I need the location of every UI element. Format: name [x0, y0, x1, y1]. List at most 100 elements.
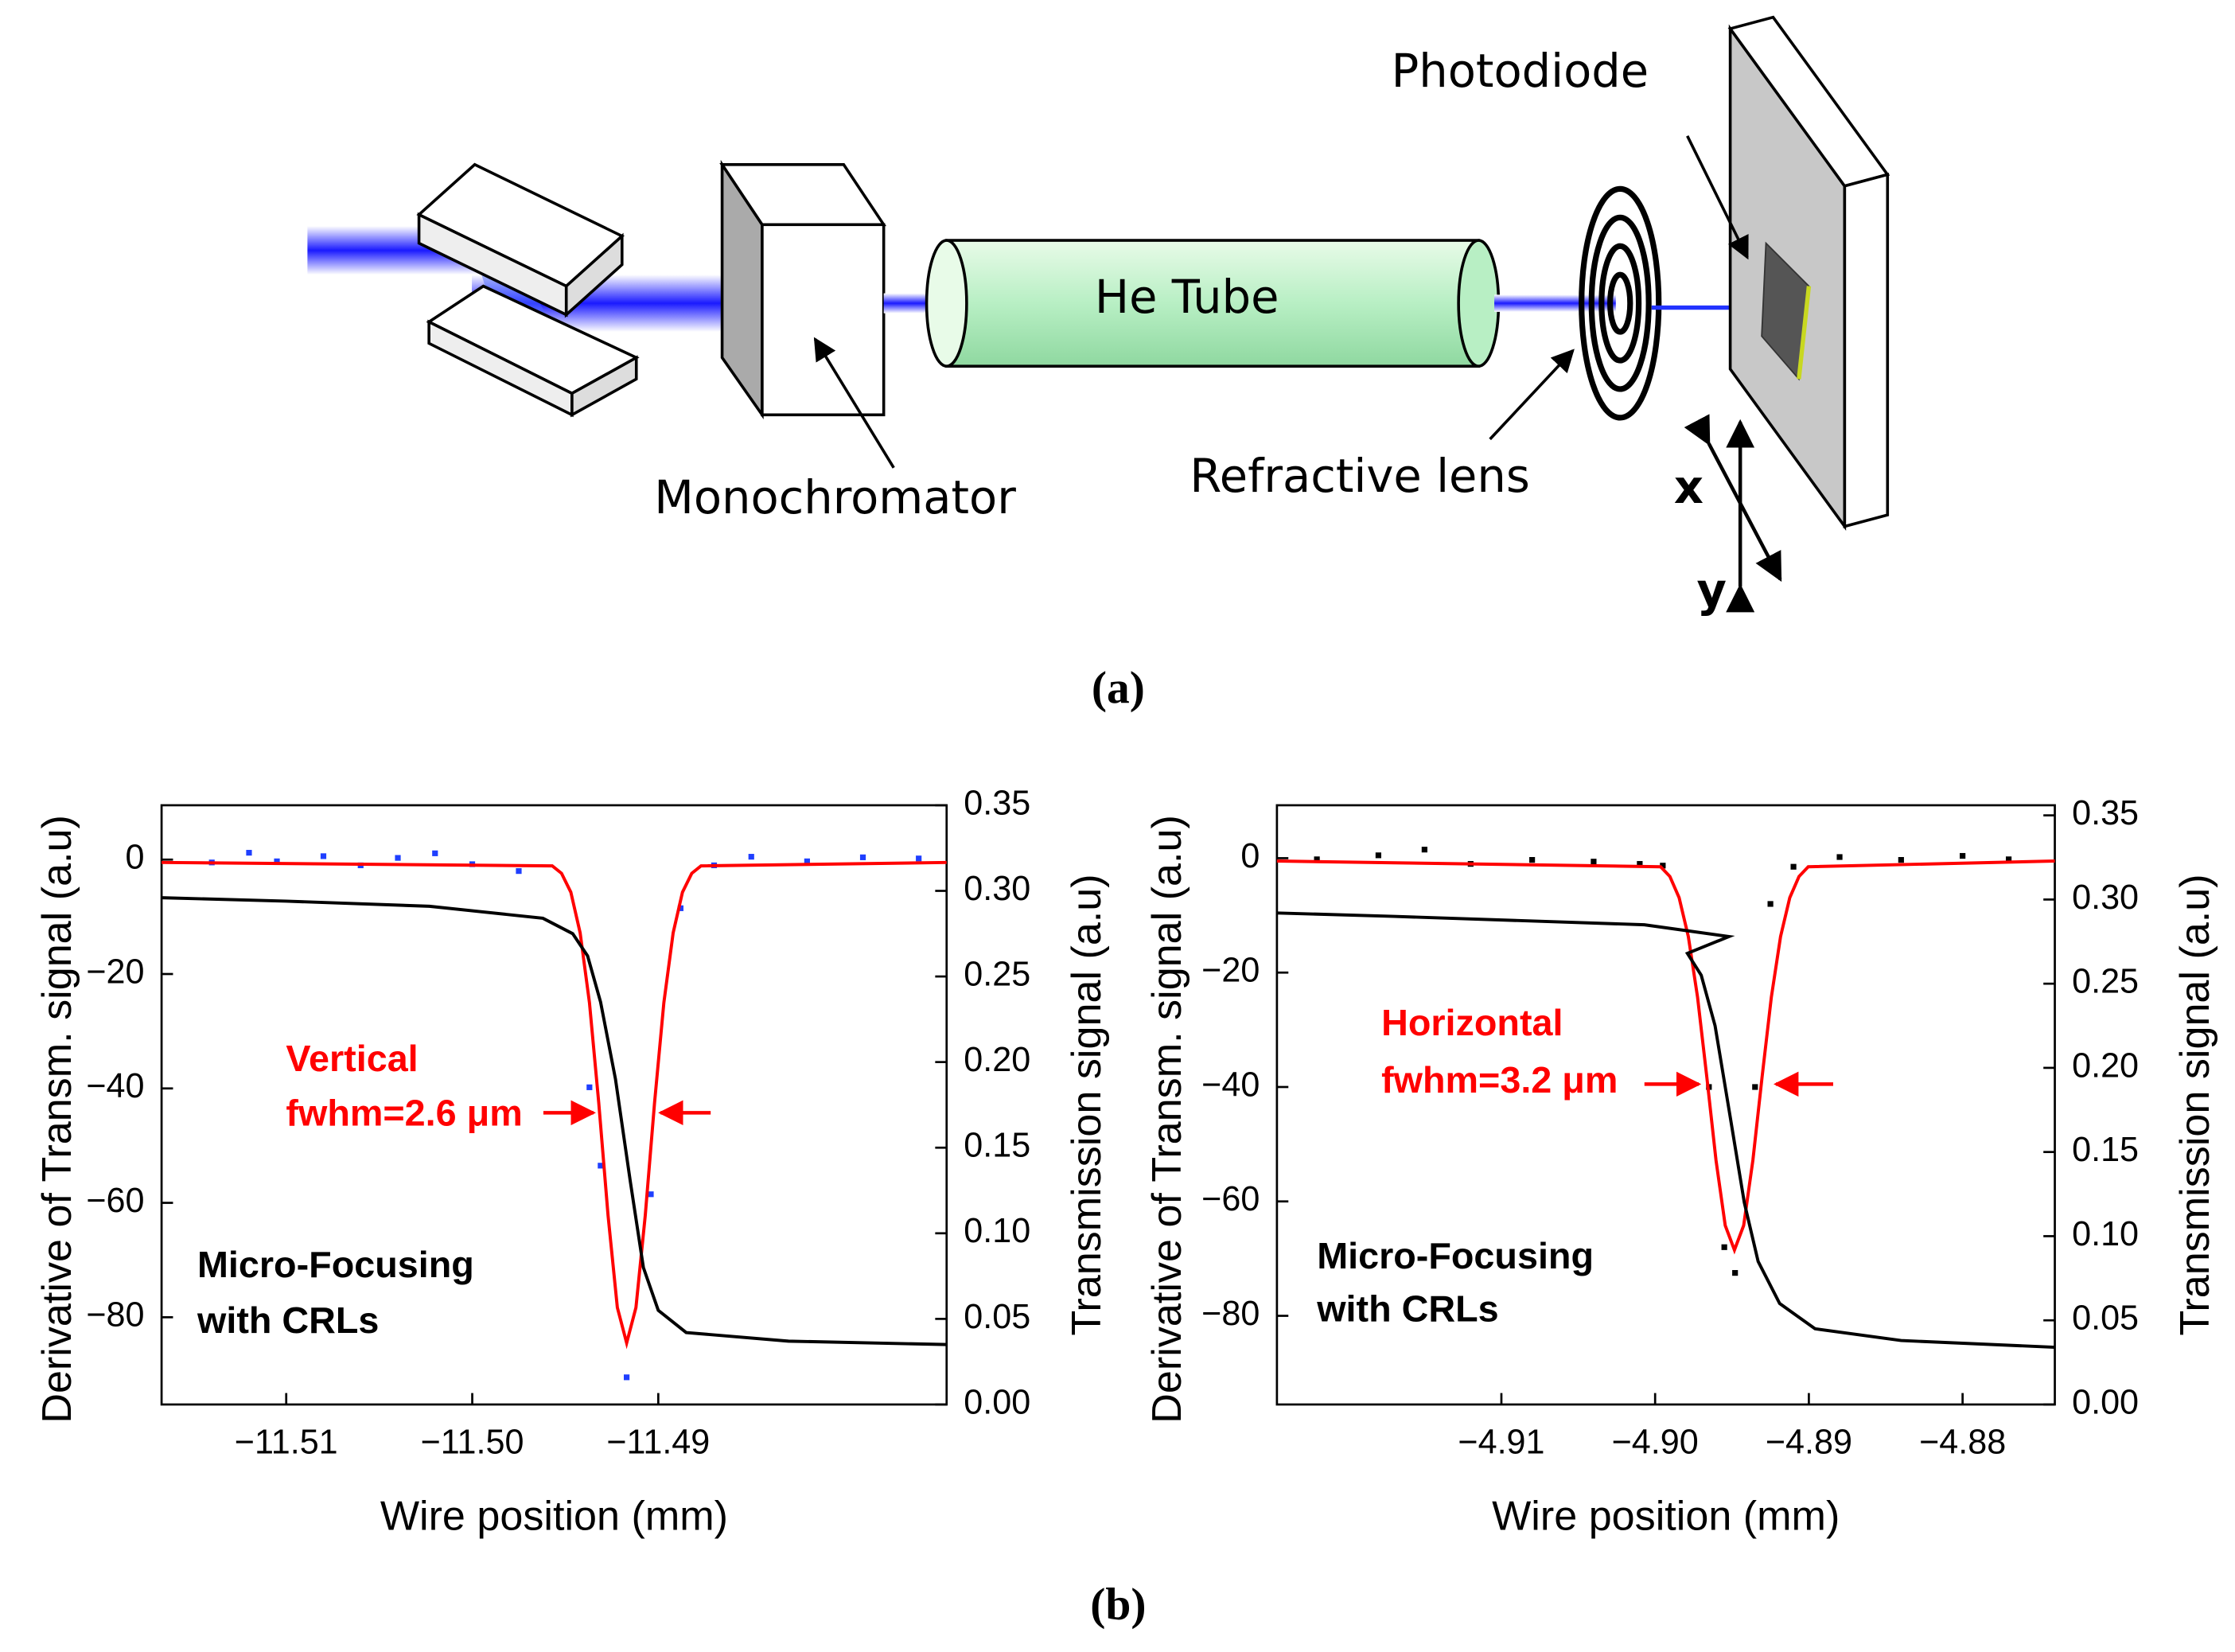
data-point	[1660, 863, 1666, 869]
y-tick-label: −40	[86, 1067, 144, 1105]
data-point	[246, 850, 252, 856]
data-point	[1752, 1084, 1758, 1090]
data-point	[516, 868, 522, 875]
y-tick-label: −20	[1201, 952, 1260, 990]
x-axis-label: Wire position (mm)	[1492, 1494, 1840, 1540]
data-point	[916, 855, 922, 862]
data-line	[162, 860, 947, 1350]
annotation: Micro-Focusing	[1317, 1235, 1594, 1276]
y2-tick-label: 0.35	[2072, 794, 2139, 832]
annotation: fwhm=2.6 μm	[286, 1092, 522, 1133]
arrow	[813, 337, 895, 469]
data-point	[1836, 854, 1843, 860]
data-point	[1960, 852, 1966, 859]
data-point	[804, 858, 810, 864]
data-point	[859, 854, 866, 860]
y2-tick-label: 0.30	[964, 870, 1030, 908]
y2-tick-label: 0.20	[2072, 1046, 2139, 1085]
label: He Tube	[1095, 271, 1279, 324]
annotation: with CRLs	[197, 1299, 379, 1341]
y2-tick-label: 0.15	[964, 1127, 1030, 1165]
y-tick-label: −60	[1201, 1180, 1260, 1218]
y-tick-label: −20	[86, 953, 144, 991]
plot-frame	[160, 804, 948, 1406]
data-point	[1732, 1270, 1739, 1276]
data-point	[1721, 1244, 1727, 1250]
data-point	[1314, 856, 1320, 863]
monochromator-box	[761, 223, 886, 417]
y2-axis-label: Transmission signal (a.u)	[1064, 874, 1110, 1335]
he-tube-end	[1457, 239, 1501, 368]
x-tick-label: −11.51	[235, 1424, 338, 1462]
data-point	[598, 1163, 604, 1169]
caption: (b)	[1090, 1580, 1146, 1630]
lens	[1579, 185, 1662, 421]
label: Photodiode	[1392, 45, 1649, 98]
y-axis-label: Derivative of Transm. signal (a.u)	[1144, 815, 1190, 1424]
x-tick-label: −11.49	[606, 1424, 710, 1462]
y2-tick-label: 0.05	[964, 1298, 1030, 1336]
y2-tick-label: 0.25	[2072, 963, 2139, 1001]
y2-tick-label: 0.25	[964, 955, 1030, 993]
data-point	[748, 854, 754, 860]
y-tick-label: −40	[1201, 1066, 1260, 1104]
plot-frame	[1275, 804, 2056, 1406]
y2-tick-label: 0.35	[964, 784, 1030, 822]
label: y	[1696, 564, 1726, 618]
diagram: Photodiode He Tube Monochromator Refract…	[307, 15, 1890, 713]
data-point	[1591, 859, 1597, 865]
data-point	[274, 858, 280, 864]
label: Refractive lens	[1190, 450, 1529, 503]
data-line	[1276, 911, 2055, 1350]
arrow	[1489, 349, 1575, 441]
photodiode	[1797, 286, 1812, 380]
data-point	[1767, 901, 1774, 907]
data-point	[1421, 847, 1427, 853]
y2-tick-label: 0.05	[2072, 1299, 2139, 1338]
he-tube	[944, 239, 1481, 368]
data-point	[586, 1084, 593, 1090]
beam	[1494, 294, 1616, 312]
annotation: fwhm=3.2 μm	[1381, 1059, 1618, 1101]
x-axis-label: Wire position (mm)	[380, 1494, 728, 1540]
y-axis-label: Derivative of Transm. signal (a.u)	[34, 815, 80, 1424]
annotation: with CRLs	[1316, 1288, 1498, 1329]
caption: (a)	[1092, 663, 1145, 713]
y-tick-label: 0	[126, 839, 145, 877]
y2-tick-label: 0.00	[2072, 1383, 2139, 1421]
label: x	[1674, 461, 1704, 514]
y-tick-label: −80	[86, 1296, 144, 1334]
data-point	[1375, 852, 1382, 859]
x-tick-label: −4.89	[1766, 1424, 1852, 1462]
y2-tick-label: 0.10	[964, 1212, 1030, 1250]
y-tick-label: 0	[1240, 837, 1260, 875]
x-tick-label: −11.50	[421, 1424, 524, 1462]
data-point	[1790, 863, 1797, 870]
annotation: Micro-Focusing	[197, 1244, 474, 1285]
x-tick-label: −4.91	[1458, 1424, 1544, 1462]
y2-tick-label: 0.15	[2072, 1131, 2139, 1169]
crystal	[417, 212, 568, 318]
detector-plate	[1843, 173, 1890, 528]
he-tube-end	[925, 239, 968, 368]
data-point	[2005, 856, 2012, 863]
y-tick-label: −80	[1201, 1295, 1260, 1333]
y2-axis-label: Transmission signal (a.u)	[2172, 874, 2218, 1335]
data-point	[648, 1191, 654, 1198]
data-point	[432, 850, 438, 856]
data-point	[677, 905, 683, 911]
x-tick-label: −4.88	[1919, 1424, 2006, 1462]
label: Monochromator	[654, 471, 1016, 524]
y2-tick-label: 0.10	[2072, 1215, 2139, 1253]
x-tick-label: −4.90	[1612, 1424, 1699, 1462]
data-point	[623, 1374, 630, 1381]
y2-tick-label: 0.30	[2072, 879, 2139, 917]
axis-arrow	[1684, 414, 1782, 582]
data-line	[1276, 859, 2055, 1255]
data-point	[1898, 856, 1904, 863]
annotation: Vertical	[286, 1038, 418, 1079]
y2-tick-label: 0.20	[964, 1041, 1030, 1079]
arrow	[1686, 135, 1749, 260]
crystal	[570, 355, 638, 418]
